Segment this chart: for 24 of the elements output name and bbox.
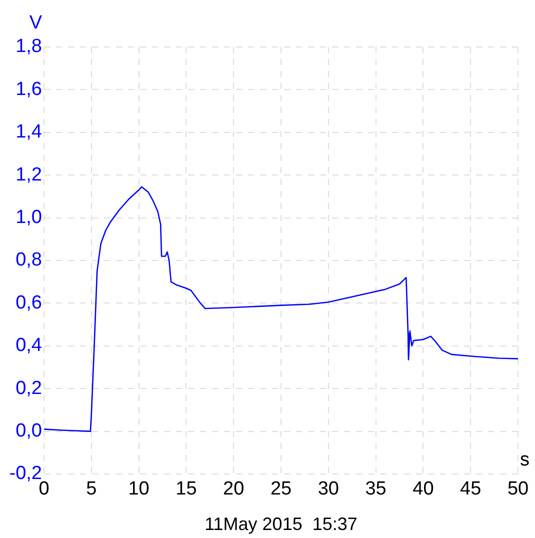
y-tick-label: 1,8 bbox=[16, 36, 42, 58]
x-tick-label: 35 bbox=[365, 478, 386, 500]
y-tick-label: 0,2 bbox=[16, 378, 42, 399]
y-tick-label: 0,4 bbox=[16, 335, 42, 356]
x-tick-label: 40 bbox=[412, 478, 434, 500]
y-tick-label: 0,0 bbox=[16, 420, 42, 442]
x-tick-label: 15 bbox=[176, 478, 197, 500]
y-tick-label: 1,2 bbox=[16, 164, 42, 186]
y-tick-label: 1,0 bbox=[16, 207, 42, 228]
x-tick-label: 5 bbox=[86, 478, 97, 500]
x-axis-title: s bbox=[520, 450, 530, 471]
y-axis-title: V bbox=[29, 12, 42, 34]
y-tick-label: 1,6 bbox=[16, 78, 42, 100]
x-tick-label: 20 bbox=[223, 478, 244, 500]
text: 11May 2015 15:37 bbox=[204, 514, 358, 534]
y-tick-label: 1,4 bbox=[16, 122, 42, 143]
x-tick-label: 50 bbox=[507, 478, 529, 500]
x-tick-label: 45 bbox=[460, 478, 482, 500]
x-tick-label: 25 bbox=[270, 478, 292, 500]
y-tick-label: 0,6 bbox=[16, 292, 42, 314]
y-tick-label: 0,8 bbox=[16, 250, 42, 271]
x-tick-label: 10 bbox=[128, 478, 150, 500]
x-tick-label: 0 bbox=[38, 478, 50, 500]
x-tick-label: 30 bbox=[318, 478, 339, 500]
